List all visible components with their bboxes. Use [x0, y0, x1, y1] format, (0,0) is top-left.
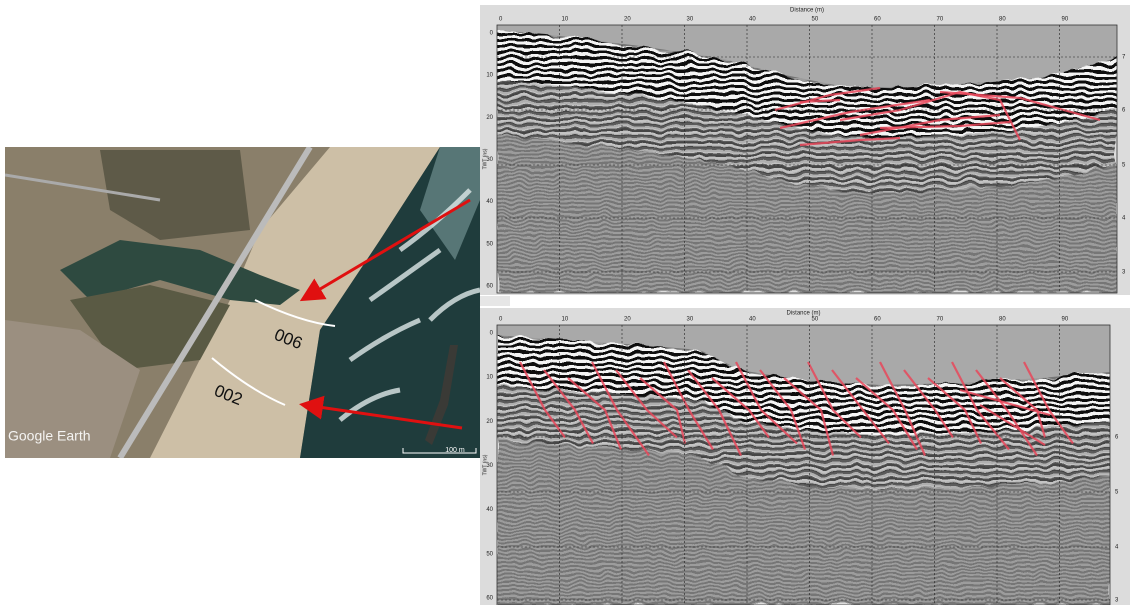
x-tick-label: 40	[749, 317, 756, 323]
panel-gap	[480, 296, 510, 306]
y-tick-label: 40	[486, 199, 493, 205]
y-tick-label: 40	[486, 507, 493, 513]
x-tick-label: 20	[624, 317, 631, 323]
y-tick-label: 50	[486, 551, 493, 557]
y-tick-label: 10	[486, 73, 493, 79]
x-tick-label: 10	[562, 317, 569, 323]
y-axis-title: TWT (ns)	[482, 454, 488, 475]
x-tick-label: 30	[687, 317, 694, 323]
y-tick-label: 20	[486, 115, 493, 121]
x-tick-label: 10	[562, 17, 569, 23]
x-tick-label: 50	[812, 317, 819, 323]
figure: 006002Google Earth100 m01020304050607080…	[0, 0, 1130, 605]
x-tick-label: 70	[937, 17, 944, 23]
y-tick-label: 10	[486, 375, 493, 381]
x-axis-title: Distance (m)	[786, 311, 820, 317]
x-tick-label: 80	[999, 17, 1006, 23]
y-axis-title: TWT (ns)	[482, 148, 488, 169]
x-tick-label: 60	[874, 317, 881, 323]
radargram	[497, 325, 1110, 605]
y-tick-label: 60	[486, 596, 493, 602]
x-axis-title: Distance (m)	[790, 8, 824, 14]
x-tick-label: 80	[999, 317, 1006, 323]
x-tick-label: 90	[1062, 317, 1069, 323]
scale-label: 100 m	[445, 447, 465, 454]
y-tick-label: 20	[486, 419, 493, 425]
x-tick-label: 20	[624, 17, 631, 23]
radargram	[497, 25, 1117, 293]
y-tick-label: 50	[486, 241, 493, 247]
x-tick-label: 50	[812, 17, 819, 23]
x-tick-label: 40	[749, 17, 756, 23]
x-tick-label: 70	[937, 317, 944, 323]
watermark: Google Earth	[8, 428, 91, 444]
y-tick-label: 60	[486, 284, 493, 290]
radargram-panel: 0102030405060708090Distance (m)010203040…	[480, 308, 1130, 605]
x-tick-label: 60	[874, 17, 881, 23]
x-tick-label: 90	[1062, 17, 1069, 23]
x-tick-label: 30	[687, 17, 694, 23]
